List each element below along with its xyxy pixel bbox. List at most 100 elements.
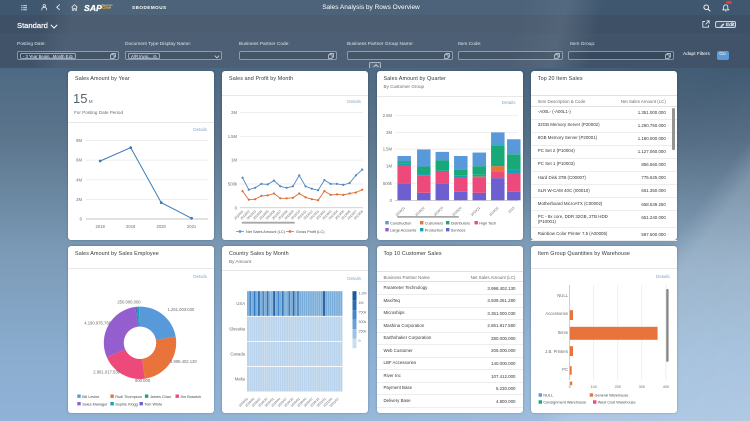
svg-text:1.5M: 1.5M [382,147,392,152]
svg-text:1M: 1M [231,158,237,163]
svg-text:2020/01: 2020/01 [290,396,301,407]
svg-text:400: 400 [663,385,669,389]
svg-text:500k: 500k [228,182,238,187]
svg-text:3.998.402.130: 3.998.402.130 [170,358,197,363]
svg-text:2M: 2M [386,130,392,135]
svg-text:2018/01: 2018/01 [238,396,249,407]
svg-text:1M: 1M [359,301,364,305]
svg-text:2021/01: 2021/01 [316,396,327,407]
svg-text:200: 200 [614,385,620,389]
svg-text:2018/02: 2018/02 [239,209,250,220]
svg-text:Rudi Thompson: Rudi Thompson [115,395,142,399]
svg-text:Bill Levine: Bill Levine [82,395,99,399]
svg-text:2018/08: 2018/08 [277,209,288,220]
svg-text:2018/05: 2018/05 [258,209,269,220]
svg-text:NULL: NULL [543,393,553,397]
svg-text:2M: 2M [76,197,82,202]
svg-text:Slovakia: Slovakia [229,326,245,331]
svg-text:1M: 1M [386,164,392,169]
svg-text:Jim Boswick: Jim Boswick [180,395,201,399]
svg-text:Customers: Customers [424,222,442,226]
svg-text:2019/08: 2019/08 [353,209,364,220]
svg-text:0: 0 [568,385,570,389]
svg-text:0: 0 [359,339,361,343]
svg-text:2019/04: 2019/04 [270,396,281,407]
svg-text:0: 0 [389,198,392,203]
svg-text:Large Accounts: Large Accounts [390,229,416,233]
svg-text:2019/05: 2019/05 [334,209,345,220]
svg-text:2019/01: 2019/01 [264,396,275,407]
svg-text:2018Q1: 2018Q1 [394,206,405,217]
svg-text:2018Q2: 2018Q2 [414,206,425,217]
svg-text:2019/10: 2019/10 [283,396,294,407]
svg-text:2019/03: 2019/03 [321,209,332,220]
svg-text:West Cost Warehouse: West Cost Warehouse [598,400,636,404]
svg-text:PC: PC [562,367,568,372]
svg-text:Items: Items [558,330,568,335]
svg-text:USA: USA [236,301,245,306]
svg-text:2018Q4: 2018Q4 [451,206,462,217]
svg-text:2018/12: 2018/12 [302,209,313,220]
svg-text:4M: 4M [76,177,82,182]
svg-text:2019/01: 2019/01 [309,209,320,220]
svg-text:2021/04: 2021/04 [322,396,333,407]
svg-text:Accessories: Accessories [545,311,568,316]
svg-text:6M: 6M [76,158,82,163]
svg-text:2019Q1: 2019Q1 [469,206,480,217]
svg-text:Sales Manager: Sales Manager [82,402,108,406]
svg-text:4.190.975.766: 4.190.975.766 [84,320,111,325]
svg-text:2018/06: 2018/06 [265,209,276,220]
svg-text:2019: 2019 [126,224,136,229]
svg-text:2M: 2M [231,110,237,115]
svg-text:2018/04: 2018/04 [244,396,255,407]
svg-text:2018/01: 2018/01 [233,209,244,220]
svg-text:Distributors: Distributors [450,222,469,226]
svg-text:1.261.003.030: 1.261.003.030 [168,307,195,312]
svg-text:2020: 2020 [157,224,167,229]
svg-text:NULL: NULL [557,293,568,298]
svg-text:300: 300 [638,385,644,389]
svg-text:2019/07: 2019/07 [347,209,358,220]
svg-text:500k: 500k [382,181,392,186]
svg-text:2021: 2021 [187,224,197,229]
svg-text:2019/06: 2019/06 [340,209,351,220]
svg-text:Production: Production [424,229,442,233]
svg-text:2.961.017.530: 2.961.017.530 [93,369,120,374]
svg-text:2018/10: 2018/10 [290,209,301,220]
svg-text:Gross Profit (LC): Gross Profit (LC) [296,230,325,234]
svg-text:Sophie Klogg: Sophie Klogg [115,402,138,406]
svg-text:2019/07: 2019/07 [277,396,288,407]
svg-text:2018Q3: 2018Q3 [432,206,443,217]
svg-text:2020/10: 2020/10 [309,396,320,407]
svg-text:2019/04: 2019/04 [328,209,339,220]
svg-text:2018/09: 2018/09 [284,209,295,220]
svg-text:0: 0 [235,205,238,210]
svg-text:1.5M: 1.5M [228,134,238,139]
svg-text:2018/04: 2018/04 [252,209,263,220]
svg-text:2018/03: 2018/03 [246,209,257,220]
svg-text:2018/07: 2018/07 [251,396,262,407]
svg-text:2020/04: 2020/04 [296,396,307,407]
svg-text:8M: 8M [76,138,82,143]
svg-text:2020/07: 2020/07 [303,396,314,407]
svg-text:100: 100 [590,385,596,389]
svg-text:2.5M: 2.5M [382,113,392,118]
svg-text:750k: 750k [359,310,367,314]
svg-text:James Chan: James Chan [150,395,171,399]
svg-text:2021/07: 2021/07 [329,396,340,407]
svg-text:Canada: Canada [230,351,245,356]
svg-text:2018/07: 2018/07 [271,209,282,220]
svg-text:Net Sales Amount (LC): Net Sales Amount (LC) [246,230,286,234]
svg-text:2019/02: 2019/02 [315,209,326,220]
svg-text:Tom White: Tom White [144,402,162,406]
svg-text:2018/11: 2018/11 [296,209,307,220]
svg-text:2018: 2018 [96,224,106,229]
svg-text:250k: 250k [359,329,367,333]
svg-text:High Tech: High Tech [479,222,496,226]
svg-text:Services: Services [450,229,465,233]
svg-text:900.000: 900.000 [135,378,151,383]
svg-text:Malta: Malta [235,376,246,381]
svg-text:2019Q2: 2019Q2 [488,206,499,217]
svg-text:J.B. Printers: J.B. Printers [545,349,568,354]
svg-text:2019: 2019 [507,206,515,214]
